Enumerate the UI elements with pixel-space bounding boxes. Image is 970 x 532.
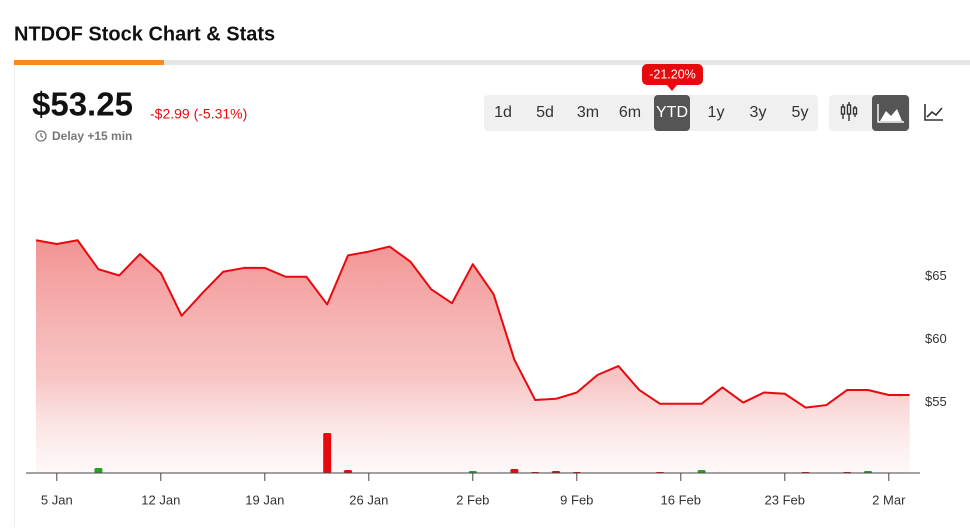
x-tick-label: 9 Feb — [560, 492, 593, 507]
area-icon — [880, 109, 902, 121]
price-change: -$2.99 (-5.31%) — [150, 106, 247, 122]
range-active[interactable] — [654, 95, 690, 131]
volume-bar — [510, 469, 519, 473]
range-button[interactable]: 1d — [494, 104, 512, 121]
range-button[interactable]: 1y — [708, 104, 725, 121]
tab-indicator — [14, 60, 164, 65]
x-tick-label: 16 Feb — [661, 492, 701, 507]
tab-track — [14, 60, 970, 65]
range-change: -21.20% — [649, 67, 696, 81]
x-tick-label: 5 Jan — [41, 492, 73, 507]
price-area — [36, 240, 910, 473]
area-icon-axis — [877, 104, 904, 123]
range-button[interactable]: 5y — [792, 104, 809, 121]
x-tick-label: 19 Jan — [245, 492, 284, 507]
volume-bar — [323, 433, 332, 473]
x-tick-label: 2 Mar — [872, 492, 906, 507]
volume-bar — [344, 470, 352, 473]
range-button[interactable]: 3m — [577, 104, 599, 121]
title: NTDOF Stock Chart & Stats — [14, 23, 275, 45]
range-button[interactable]: YTD — [656, 104, 688, 121]
y-tick-label: $55 — [925, 394, 947, 409]
y-tick-label: $65 — [925, 268, 947, 283]
x-tick-label: 23 Feb — [765, 492, 805, 507]
line-button[interactable] — [924, 104, 943, 121]
delay-icon — [35, 130, 47, 142]
range-button[interactable]: 3y — [750, 104, 767, 121]
volume-bar — [94, 468, 103, 473]
range-badge — [642, 64, 703, 91]
x-tick-label: 12 Jan — [141, 492, 180, 507]
range-button[interactable]: 6m — [619, 104, 641, 121]
x-tick-label: 2 Feb — [456, 492, 489, 507]
volume-bar — [697, 470, 706, 473]
y-tick-label: $60 — [925, 331, 947, 346]
price-line — [35, 239, 910, 409]
delay: Delay +15 min — [52, 129, 132, 143]
candle-button[interactable] — [840, 102, 858, 121]
range-button[interactable]: 5d — [536, 104, 554, 121]
range-group — [484, 95, 818, 131]
price: $53.25 — [32, 86, 133, 123]
x-tick-label: 26 Jan — [349, 492, 388, 507]
